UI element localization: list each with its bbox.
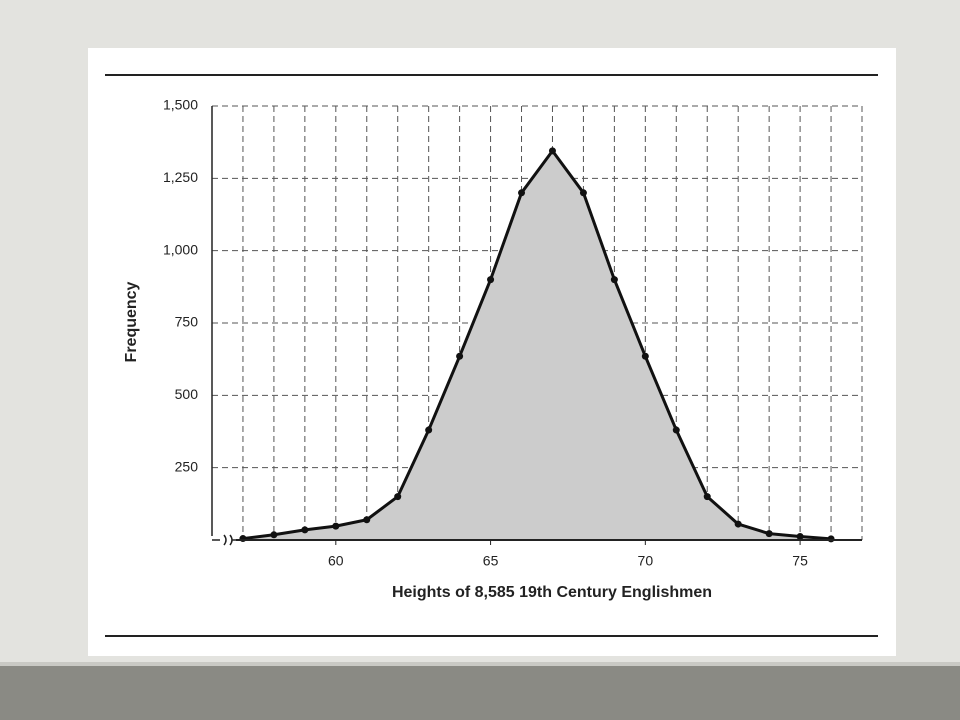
series-line [242,149,832,541]
y-tick-label: 1,500 [163,97,198,113]
data-point [332,522,340,530]
data-point [425,426,433,434]
y-tick-label: 750 [175,314,199,330]
x-tick-label: 75 [792,553,808,569]
data-point [641,352,649,360]
plot: 250 500 750 1,000 1,250 1,500 60 65 70 75 [163,97,863,569]
data-point [548,147,556,155]
x-tick-label: 65 [483,553,499,569]
area [242,150,832,540]
data-point [270,531,278,539]
data-point [703,493,711,501]
y-tick-label: 500 [175,386,199,402]
y-tick-label: 1,250 [163,169,198,185]
data-point [301,526,309,534]
data-point [827,535,835,543]
data-point [363,516,371,524]
x-axis-label: Heights of 8,585 19th Century Englishmen [392,584,712,601]
data-point [672,426,680,434]
data-point [239,535,247,543]
data-point [487,276,495,284]
data-point [610,276,618,284]
data-point [579,189,587,197]
data-point [734,520,742,528]
footer-strip [0,662,960,666]
data-point [796,533,804,541]
y-axis-label: Frequency [123,281,140,362]
data-point [765,530,773,538]
x-tick-label: 70 [638,553,654,569]
y-tick-label: 1,000 [163,241,198,257]
data-point [394,493,402,501]
x-tick-label: 60 [328,553,344,569]
footer-bar [0,666,960,720]
data-point [518,189,526,197]
data-point [456,352,464,360]
axis-break [212,534,238,546]
y-tick-label: 250 [175,458,199,474]
